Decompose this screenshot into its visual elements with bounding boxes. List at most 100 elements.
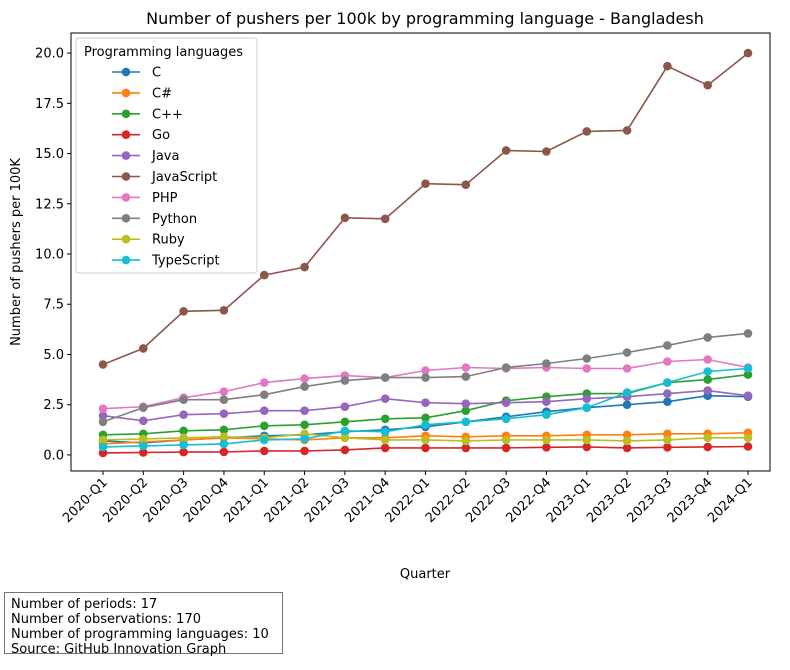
data-point-javascript bbox=[622, 126, 632, 135]
data-point-ruby bbox=[501, 435, 511, 445]
legend-swatch-marker bbox=[121, 88, 131, 98]
data-point-java bbox=[743, 391, 753, 401]
data-point-javascript bbox=[663, 61, 672, 71]
info-source: Source: GitHub Innovation Graph bbox=[11, 642, 227, 657]
data-point-php bbox=[663, 357, 672, 366]
legend-swatch-marker bbox=[121, 67, 131, 77]
data-point-python bbox=[260, 390, 269, 400]
data-point-java bbox=[139, 416, 148, 426]
data-point-javascript bbox=[743, 48, 753, 58]
data-point-php bbox=[260, 378, 269, 387]
legend-frame bbox=[75, 37, 258, 274]
data-point-typescript bbox=[703, 367, 712, 376]
series-layer bbox=[98, 48, 753, 458]
legend-label: Java bbox=[151, 149, 179, 164]
data-point-php bbox=[98, 404, 108, 414]
legend-item-cpp: C++ bbox=[112, 107, 183, 122]
data-point-go bbox=[703, 442, 712, 452]
data-point-typescript bbox=[139, 441, 148, 451]
data-point-go bbox=[380, 443, 390, 453]
info-languages: Number of programming languages: 10 bbox=[11, 627, 269, 642]
y-tick-label: 20.0 bbox=[35, 47, 64, 62]
series-go bbox=[98, 442, 753, 458]
legend-item-typescript: TypeScript bbox=[112, 254, 220, 269]
data-point-ruby bbox=[98, 435, 108, 445]
data-point-ruby bbox=[219, 432, 229, 442]
data-point-java bbox=[663, 389, 672, 398]
legend-label: C# bbox=[152, 86, 172, 101]
legend-swatch-marker bbox=[121, 234, 131, 244]
y-axis: 0.0 2.5 5.0 7.5 10.0 12.5 15.0 17.5 20.0 bbox=[35, 47, 71, 463]
legend-swatch-marker bbox=[121, 130, 131, 139]
legend-item-php: PHP bbox=[112, 191, 178, 206]
data-point-python bbox=[582, 354, 592, 363]
data-point-ruby bbox=[542, 435, 551, 445]
data-point-typescript bbox=[98, 442, 108, 452]
legend-swatch-marker bbox=[121, 193, 131, 202]
data-point-java bbox=[542, 397, 551, 407]
data-point-typescript bbox=[421, 420, 430, 430]
data-point-javascript bbox=[300, 262, 309, 272]
info-periods: Number of periods: 17 bbox=[11, 597, 158, 612]
data-point-java bbox=[461, 399, 471, 409]
legend-item-javascript: JavaScript bbox=[112, 170, 217, 185]
x-axis: 2020-Q12020-Q22020-Q32020-Q42021-Q12021-… bbox=[60, 471, 756, 526]
data-point-javascript bbox=[421, 179, 430, 188]
data-point-javascript bbox=[380, 214, 390, 224]
x-tick-label: 2024-Q1 bbox=[705, 475, 756, 526]
data-point-go bbox=[300, 446, 309, 456]
data-point-csharp bbox=[663, 429, 672, 439]
data-point-cpp bbox=[703, 375, 712, 384]
legend-swatch-marker bbox=[121, 255, 131, 265]
data-point-php bbox=[300, 374, 309, 383]
x-axis-label: Quarter bbox=[400, 567, 451, 582]
data-point-ruby bbox=[139, 434, 148, 444]
data-point-go bbox=[98, 448, 108, 458]
y-tick-label: 10.0 bbox=[35, 248, 64, 263]
data-point-ruby bbox=[380, 435, 390, 445]
data-point-go bbox=[340, 445, 350, 455]
data-point-java bbox=[421, 398, 430, 408]
legend-item-ruby: Ruby bbox=[112, 233, 185, 248]
data-point-cpp bbox=[219, 425, 229, 435]
legend-swatch-marker bbox=[121, 151, 131, 160]
data-point-cpp bbox=[179, 426, 188, 436]
y-tick-label: 2.5 bbox=[43, 398, 64, 413]
legend-item-c: C bbox=[112, 66, 161, 81]
series-python bbox=[98, 329, 753, 427]
series-ruby bbox=[98, 429, 753, 446]
data-point-typescript bbox=[501, 414, 511, 424]
y-tick-label: 17.5 bbox=[35, 97, 64, 112]
data-point-python bbox=[622, 348, 632, 357]
data-point-php bbox=[582, 364, 592, 373]
legend-label: C++ bbox=[152, 107, 183, 122]
chart-title: Number of pushers per 100k by programmin… bbox=[146, 9, 704, 28]
data-point-go bbox=[139, 448, 148, 457]
data-point-python bbox=[139, 403, 148, 413]
legend-item-csharp: C# bbox=[112, 86, 172, 101]
data-point-php bbox=[421, 366, 430, 375]
data-point-python bbox=[461, 372, 471, 381]
data-point-java bbox=[703, 386, 712, 395]
data-point-typescript bbox=[340, 426, 350, 436]
data-point-go bbox=[501, 443, 511, 453]
data-point-cpp bbox=[380, 414, 390, 424]
data-point-python bbox=[542, 359, 551, 368]
data-point-python bbox=[219, 395, 229, 405]
legend-label: JavaScript bbox=[151, 170, 217, 185]
data-point-java bbox=[501, 398, 511, 408]
info-observations: Number of observations: 170 bbox=[11, 612, 201, 627]
data-point-cpp bbox=[421, 413, 430, 423]
series-javascript bbox=[98, 48, 753, 369]
data-point-ruby bbox=[622, 436, 632, 446]
plot-area bbox=[70, 32, 771, 472]
legend: Programming languages C C# C++ Go Java JavaSc… bbox=[75, 37, 258, 274]
data-point-go bbox=[461, 443, 471, 453]
data-point-cpp bbox=[461, 406, 471, 416]
legend-swatch-marker bbox=[121, 172, 131, 181]
data-point-go bbox=[421, 443, 430, 453]
data-point-python bbox=[421, 373, 430, 382]
data-point-go bbox=[582, 442, 592, 452]
data-point-javascript bbox=[179, 307, 188, 316]
data-point-typescript bbox=[219, 439, 229, 449]
